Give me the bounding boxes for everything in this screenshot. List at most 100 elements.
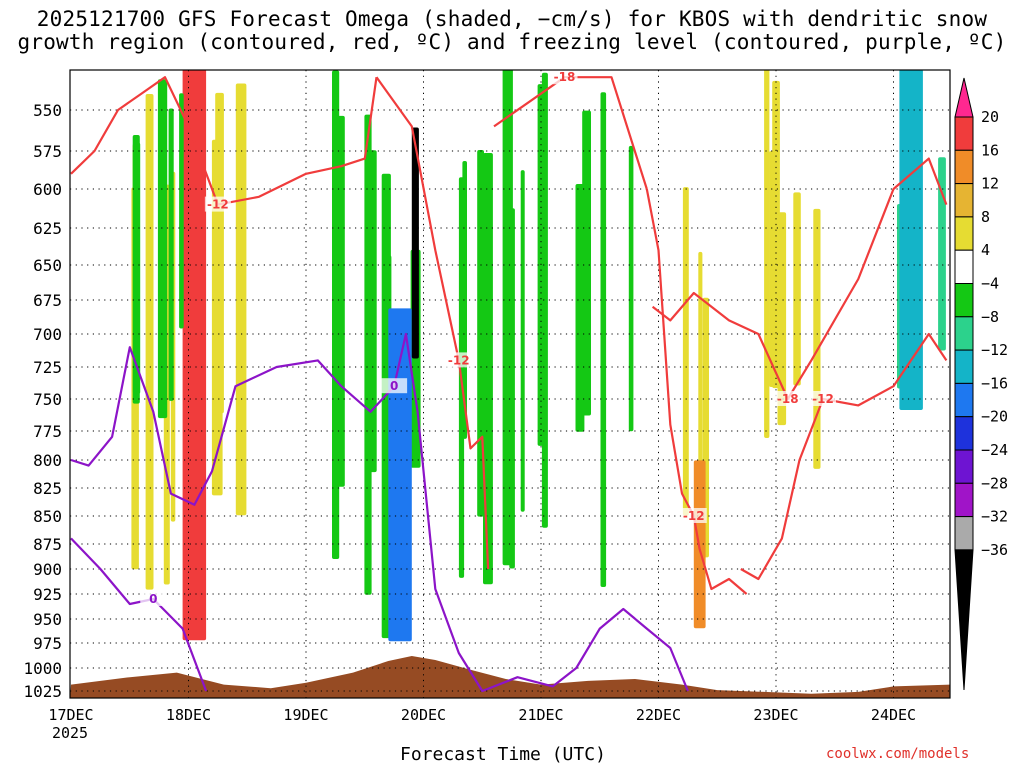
omega-region-8-strip-2 xyxy=(682,187,689,516)
terrain-layer xyxy=(70,656,950,698)
dgz-contour-label-bg-5 xyxy=(810,391,836,406)
y-tick-label-650: 650 xyxy=(33,256,62,275)
y-tick-label-725: 725 xyxy=(33,358,62,377)
colorbar-segment--32 xyxy=(954,516,974,551)
x-tick-label-18DEC: 18DEC xyxy=(166,706,211,724)
omega-region-3-strip-4 xyxy=(157,79,168,419)
colorbar-label--28: −28 xyxy=(981,474,1008,492)
credit-link[interactable]: coolwx.com/models xyxy=(826,746,970,762)
omega-region-1-strip-4 xyxy=(145,94,154,590)
chart-title: 2025121700 GFS Forecast Omega (shaded, −… xyxy=(0,8,1024,54)
omega-region-10-strip-5 xyxy=(793,192,801,386)
colorbar-label-8: 8 xyxy=(981,208,990,226)
omega-region-10-strip-3 xyxy=(777,212,787,426)
colorbar-segment-4 xyxy=(954,249,974,284)
colorbar-segment--4 xyxy=(954,283,974,318)
freezing-contour-label-bg-1 xyxy=(140,591,167,606)
y-tick-label-550: 550 xyxy=(33,101,62,120)
y-tick-label-575: 575 xyxy=(33,142,62,161)
omega-region-10-strip-0 xyxy=(764,70,770,438)
colorbar-segment--24 xyxy=(954,449,974,484)
x-tick-label-24DEC: 24DEC xyxy=(871,706,916,724)
y-tick-label-875: 875 xyxy=(33,535,62,554)
dgz-contour-label-4: -18 xyxy=(777,392,799,406)
dgz-contour-line-2 xyxy=(493,76,648,190)
plot-frame xyxy=(69,69,951,699)
contour-layer: -12 -12 -18 -12 -18 -12 0 0 xyxy=(70,70,948,693)
colorbar-label--8: −8 xyxy=(981,308,999,326)
colorbar-top-arrow xyxy=(954,77,974,118)
dgz-contour-label-2: -18 xyxy=(554,70,576,84)
colorbar-label--32: −32 xyxy=(981,508,1008,526)
omega-region-3-strip-3 xyxy=(132,142,141,394)
colorbar-bottom-arrow xyxy=(954,549,974,691)
omega-region-10-strip-4 xyxy=(813,208,821,469)
colorbar-segment-12 xyxy=(954,183,974,218)
dgz-contour-label-bg-2 xyxy=(551,70,578,85)
omega-shading xyxy=(131,70,946,642)
x-tick-label-21DEC: 21DEC xyxy=(518,706,563,724)
x-tick-label-23DEC: 23DEC xyxy=(753,706,798,724)
omega-region-3-strip-2 xyxy=(179,93,184,329)
y-tick-label-925: 925 xyxy=(33,585,62,604)
y-tick-label-750: 750 xyxy=(33,390,62,409)
omega-region-6-strip-0 xyxy=(411,127,419,359)
colorbar-segment-16 xyxy=(954,149,974,185)
colorbar: 20 16 12 8 4 −4 −8 −12 −16 −20 −24 −28 −32 −36 xyxy=(954,77,1008,691)
omega-region-2-strip-0 xyxy=(235,83,247,516)
dgz-contour-line-0 xyxy=(70,76,378,206)
omega-region-3-strip-1 xyxy=(168,108,174,401)
omega-region-0-strip-0 xyxy=(182,70,207,641)
colorbar-segment-20 xyxy=(954,116,974,151)
colorbar-segment--12 xyxy=(954,349,974,384)
colorbar-label-16: 16 xyxy=(981,141,999,159)
omega-region-7-strip-10 xyxy=(509,208,515,569)
x-tick-label-22DEC: 22DEC xyxy=(636,706,681,724)
y-tick-label-700: 700 xyxy=(33,325,62,344)
omega-region-7-strip-1 xyxy=(520,170,525,512)
omega-region-7-strip-2 xyxy=(628,145,634,432)
omega-region-7-strip-6 xyxy=(600,92,607,588)
grid-lines xyxy=(70,70,950,698)
freezing-contour-label-0: 0 xyxy=(390,379,398,393)
y-tick-label-800: 800 xyxy=(33,451,62,470)
y-tick-label-625: 625 xyxy=(33,219,62,238)
omega-region-4-strip-3 xyxy=(364,114,372,595)
colorbar-segment--16 xyxy=(954,382,974,418)
x-tick-sublabel-year: 2025 xyxy=(52,724,88,742)
dgz-contour-label-5: -12 xyxy=(812,392,834,406)
y-tick-label-775: 775 xyxy=(33,422,62,441)
colorbar-label--36: −36 xyxy=(981,541,1008,559)
y-tick-label-1025: 1025 xyxy=(23,682,62,701)
dgz-contour-label-1: -12 xyxy=(448,353,470,367)
x-tick-label-20DEC: 20DEC xyxy=(401,706,446,724)
dgz-contour-label-bg-3 xyxy=(680,508,707,523)
colorbar-label--12: −12 xyxy=(981,341,1008,359)
colorbar-segment--28 xyxy=(954,482,974,518)
y-axis: 550 575 600 625 650 675 700 725 750 775 800 825 850 8… xyxy=(23,101,62,701)
colorbar-label-12: 12 xyxy=(981,175,999,193)
colorbar-segment--20 xyxy=(954,416,974,451)
y-tick-label-1000: 1000 xyxy=(23,659,62,678)
colorbar-segment-8 xyxy=(954,216,974,251)
omega-region-4-strip-4 xyxy=(335,115,345,487)
dgz-contour-label-bg-1 xyxy=(445,352,472,368)
colorbar-label--4: −4 xyxy=(981,275,999,293)
dgz-contour-label-3: -12 xyxy=(683,509,705,523)
omega-region-12-strip-0 xyxy=(899,70,923,410)
x-axis-title: Forecast Time (UTC) xyxy=(400,744,606,765)
omega-region-11-strip-0 xyxy=(938,157,946,351)
dgz-contour-label-0: -12 xyxy=(207,198,229,212)
y-tick-label-950: 950 xyxy=(33,610,62,629)
freezing-contour-label-bg-0 xyxy=(381,378,408,394)
dgz-contour-line-3 xyxy=(645,188,748,595)
omega-region-7-strip-5 xyxy=(575,184,585,432)
y-tick-label-675: 675 xyxy=(33,291,62,310)
dgz-contour-label-bg-4 xyxy=(774,391,801,406)
colorbar-label-4: 4 xyxy=(981,241,990,259)
y-tick-label-900: 900 xyxy=(33,560,62,579)
omega-region-7-strip-12 xyxy=(477,150,484,517)
terrain-fill xyxy=(70,656,950,698)
colorbar-label--20: −20 xyxy=(981,408,1008,426)
